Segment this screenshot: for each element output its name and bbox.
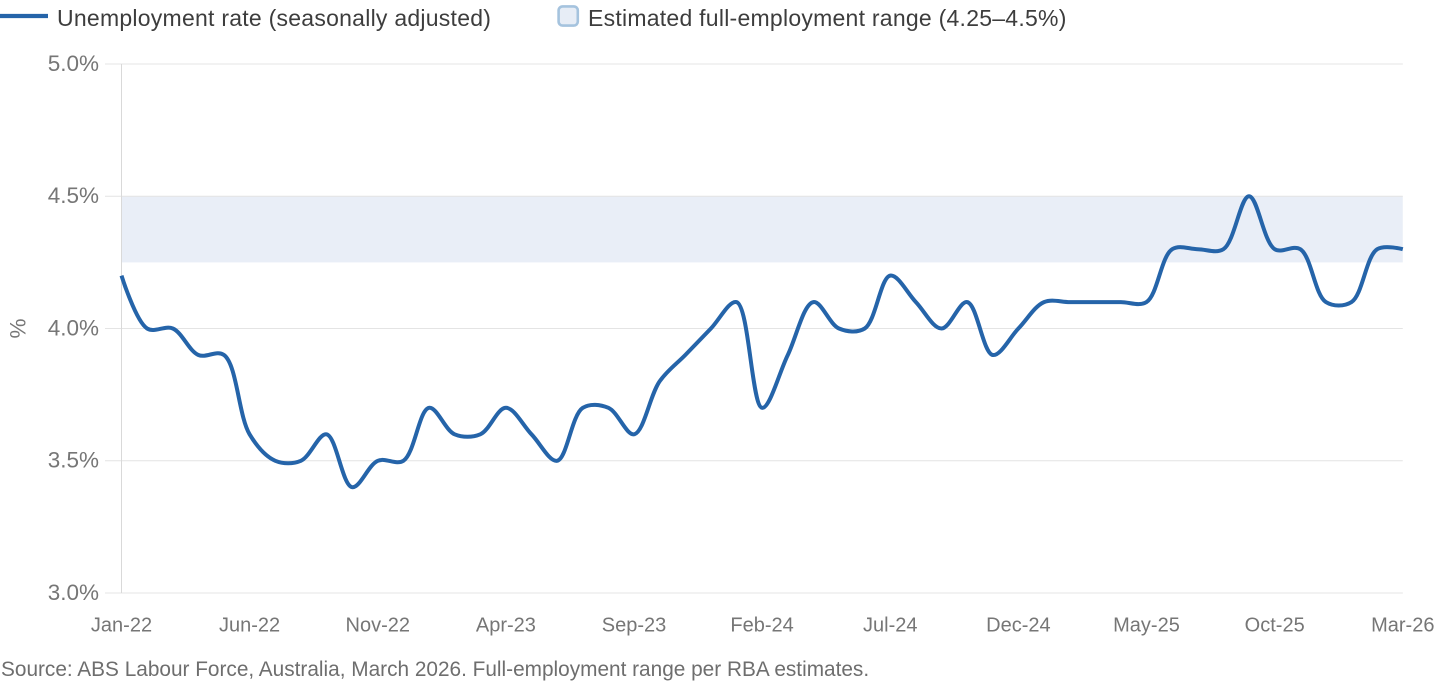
svg-text:Estimated full-employment rang: Estimated full-employment range (4.25–4.… [588,5,1067,31]
svg-text:Mar-26: Mar-26 [1371,615,1434,637]
svg-text:Dec-24: Dec-24 [986,615,1050,637]
svg-text:Feb-24: Feb-24 [730,615,793,637]
svg-text:3.0%: 3.0% [48,580,99,605]
svg-text:Jan-22: Jan-22 [91,615,152,637]
svg-text:Jun-22: Jun-22 [219,615,280,637]
svg-text:Source: ABS Labour Force, Aust: Source: ABS Labour Force, Australia, Mar… [1,658,869,681]
svg-text:Apr-23: Apr-23 [476,615,536,637]
svg-text:May-25: May-25 [1113,615,1180,637]
svg-text:%: % [6,318,31,338]
svg-text:Jul-24: Jul-24 [863,615,917,637]
svg-text:Unemployment rate (seasonally: Unemployment rate (seasonally adjusted) [57,5,491,31]
svg-text:4.0%: 4.0% [48,315,99,340]
svg-text:4.5%: 4.5% [48,183,99,208]
svg-text:3.5%: 3.5% [48,448,99,473]
svg-text:5.0%: 5.0% [48,51,99,76]
svg-text:Oct-25: Oct-25 [1245,615,1305,637]
svg-text:Nov-22: Nov-22 [346,615,410,637]
svg-text:Sep-23: Sep-23 [602,615,667,637]
